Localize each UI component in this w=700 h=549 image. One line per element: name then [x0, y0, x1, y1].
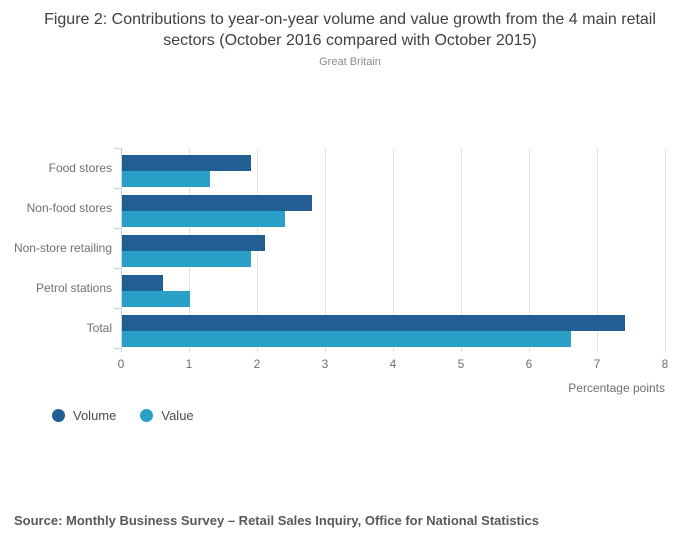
legend-item-value: Value	[140, 408, 194, 423]
category-label-non-food-stores: Non-food stores	[26, 201, 112, 215]
gridline	[597, 148, 598, 352]
bar-value-non-food-stores	[122, 211, 286, 227]
legend-label-value: Value	[161, 408, 194, 423]
bar-value-total	[122, 331, 571, 347]
category-label-petrol-stations: Petrol stations	[35, 281, 112, 295]
bar-volume-petrol-stations	[122, 275, 163, 291]
value-swatch-icon	[140, 409, 154, 422]
y-axis-tick	[114, 188, 121, 189]
bar-value-non-store-retailing	[122, 251, 252, 267]
y-axis-tick	[114, 348, 121, 349]
bar-volume-total	[122, 315, 626, 331]
gridline	[461, 148, 462, 352]
bar-value-food-stores	[122, 171, 211, 187]
category-label-total: Total	[86, 321, 112, 335]
y-axis-tick	[114, 228, 121, 229]
y-axis-line	[121, 148, 122, 352]
volume-swatch-icon	[52, 409, 65, 422]
x-axis-label: Percentage points	[568, 381, 665, 395]
x-tick-label: 7	[593, 357, 601, 371]
x-tick-label: 1	[185, 357, 193, 371]
category-label-non-store-retailing: Non-store retailing	[13, 241, 112, 255]
chart-title: Figure 2: Contributions to year-on-year …	[44, 11, 656, 49]
legend-label-volume: Volume	[73, 408, 117, 423]
y-axis-tick	[114, 268, 121, 269]
x-tick-label: 4	[389, 357, 397, 371]
chart-legend: Volume Value	[52, 408, 194, 423]
gridline	[393, 148, 394, 352]
x-tick-label: 3	[321, 357, 329, 371]
chart-subtitle: Great Britain	[319, 56, 381, 68]
source-attribution: Source: Monthly Business Survey – Retail…	[14, 513, 539, 528]
y-axis-tick	[114, 148, 121, 149]
bar-volume-food-stores	[122, 155, 252, 171]
x-tick-label: 5	[457, 357, 465, 371]
x-tick-label: 2	[253, 357, 261, 371]
bar-volume-non-store-retailing	[122, 235, 265, 251]
gridline	[665, 148, 666, 352]
bar-volume-non-food-stores	[122, 195, 313, 211]
x-tick-label: 6	[525, 357, 533, 371]
gridline	[325, 148, 326, 352]
bar-value-petrol-stations	[122, 291, 190, 307]
x-tick-label: 8	[661, 357, 669, 371]
category-label-food-stores: Food stores	[48, 161, 112, 175]
x-tick-label: 0	[117, 357, 125, 371]
legend-item-volume: Volume	[52, 408, 116, 423]
gridline	[529, 148, 530, 352]
y-axis-tick	[114, 308, 121, 309]
